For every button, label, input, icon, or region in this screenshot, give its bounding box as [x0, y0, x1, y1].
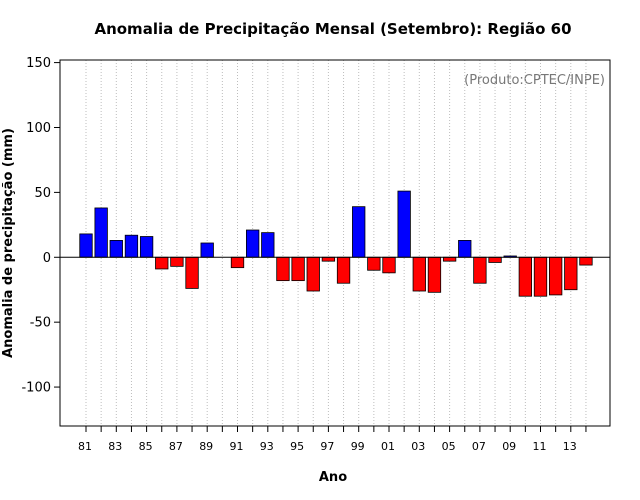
y-tick-label: 50 [34, 186, 51, 201]
x-tick-label: 89 [199, 440, 213, 453]
bar-1998 [336, 256, 351, 284]
bar-1991 [230, 256, 245, 269]
bar-2014 [579, 256, 593, 266]
plot-frame [59, 59, 611, 427]
y-tick-label: -100 [21, 381, 51, 396]
bar-1986 [155, 256, 169, 270]
bar-2006 [458, 240, 472, 258]
bar-2007 [473, 256, 487, 284]
bar-1983 [109, 240, 123, 258]
x-tick-label: 11 [533, 440, 547, 453]
bar-2003 [412, 256, 426, 292]
x-tick-label: 91 [230, 440, 244, 453]
x-tick-label: 03 [411, 440, 425, 453]
grid-lines [85, 60, 587, 426]
bar-1994 [276, 256, 290, 282]
chart-title: Anomalia de Precipitação Mensal (Setembr… [94, 20, 571, 38]
bar-1995 [291, 256, 305, 282]
x-tick-label: 01 [381, 440, 395, 453]
bar-1996 [306, 256, 320, 292]
x-tick-label: 93 [260, 440, 274, 453]
x-tick-label: 09 [502, 440, 516, 453]
bar-1987 [170, 256, 184, 267]
x-tick-label: 87 [169, 440, 183, 453]
x-tick-label: 99 [351, 440, 365, 453]
bar-2001 [382, 256, 396, 274]
bar-1997 [321, 256, 336, 262]
x-tick-label: 95 [290, 440, 304, 453]
bar-2005 [442, 256, 457, 262]
bar-1988 [185, 256, 199, 289]
bar-2000 [367, 256, 381, 271]
bar-1982 [94, 207, 108, 258]
y-tick-label: -50 [30, 316, 51, 331]
y-tick-label: 0 [43, 251, 51, 266]
bars [79, 190, 593, 297]
y-tick-label: 100 [26, 121, 51, 136]
bar-1993 [261, 232, 275, 258]
bar-1992 [245, 229, 260, 258]
bar-1999 [352, 206, 366, 258]
bar-2013 [564, 256, 578, 291]
y-tick-label: 150 [26, 56, 51, 71]
x-tick-label: 97 [320, 440, 334, 453]
x-tick-label: 83 [108, 440, 122, 453]
product-credit: (Produto:CPTEC/INPE) [464, 73, 605, 88]
bar-2011 [533, 256, 548, 297]
x-tick-label: 07 [472, 440, 486, 453]
bar-1981 [79, 233, 93, 258]
bar-1989 [200, 242, 214, 258]
bar-1984 [124, 234, 139, 258]
x-tick-label: 13 [563, 440, 577, 453]
x-axis-label: Ano [319, 470, 347, 485]
bar-2002 [397, 190, 411, 258]
x-tick-label: 05 [442, 440, 456, 453]
bar-2004 [427, 256, 442, 293]
bar-2008 [488, 256, 502, 263]
bar-1985 [139, 236, 154, 258]
bar-2012 [549, 256, 563, 296]
x-tick-label: 85 [139, 440, 153, 453]
bar-2010 [518, 256, 532, 297]
x-tick-label: 81 [78, 440, 92, 453]
y-axis-label: Anomalia de precipitação (mm) [1, 128, 16, 358]
